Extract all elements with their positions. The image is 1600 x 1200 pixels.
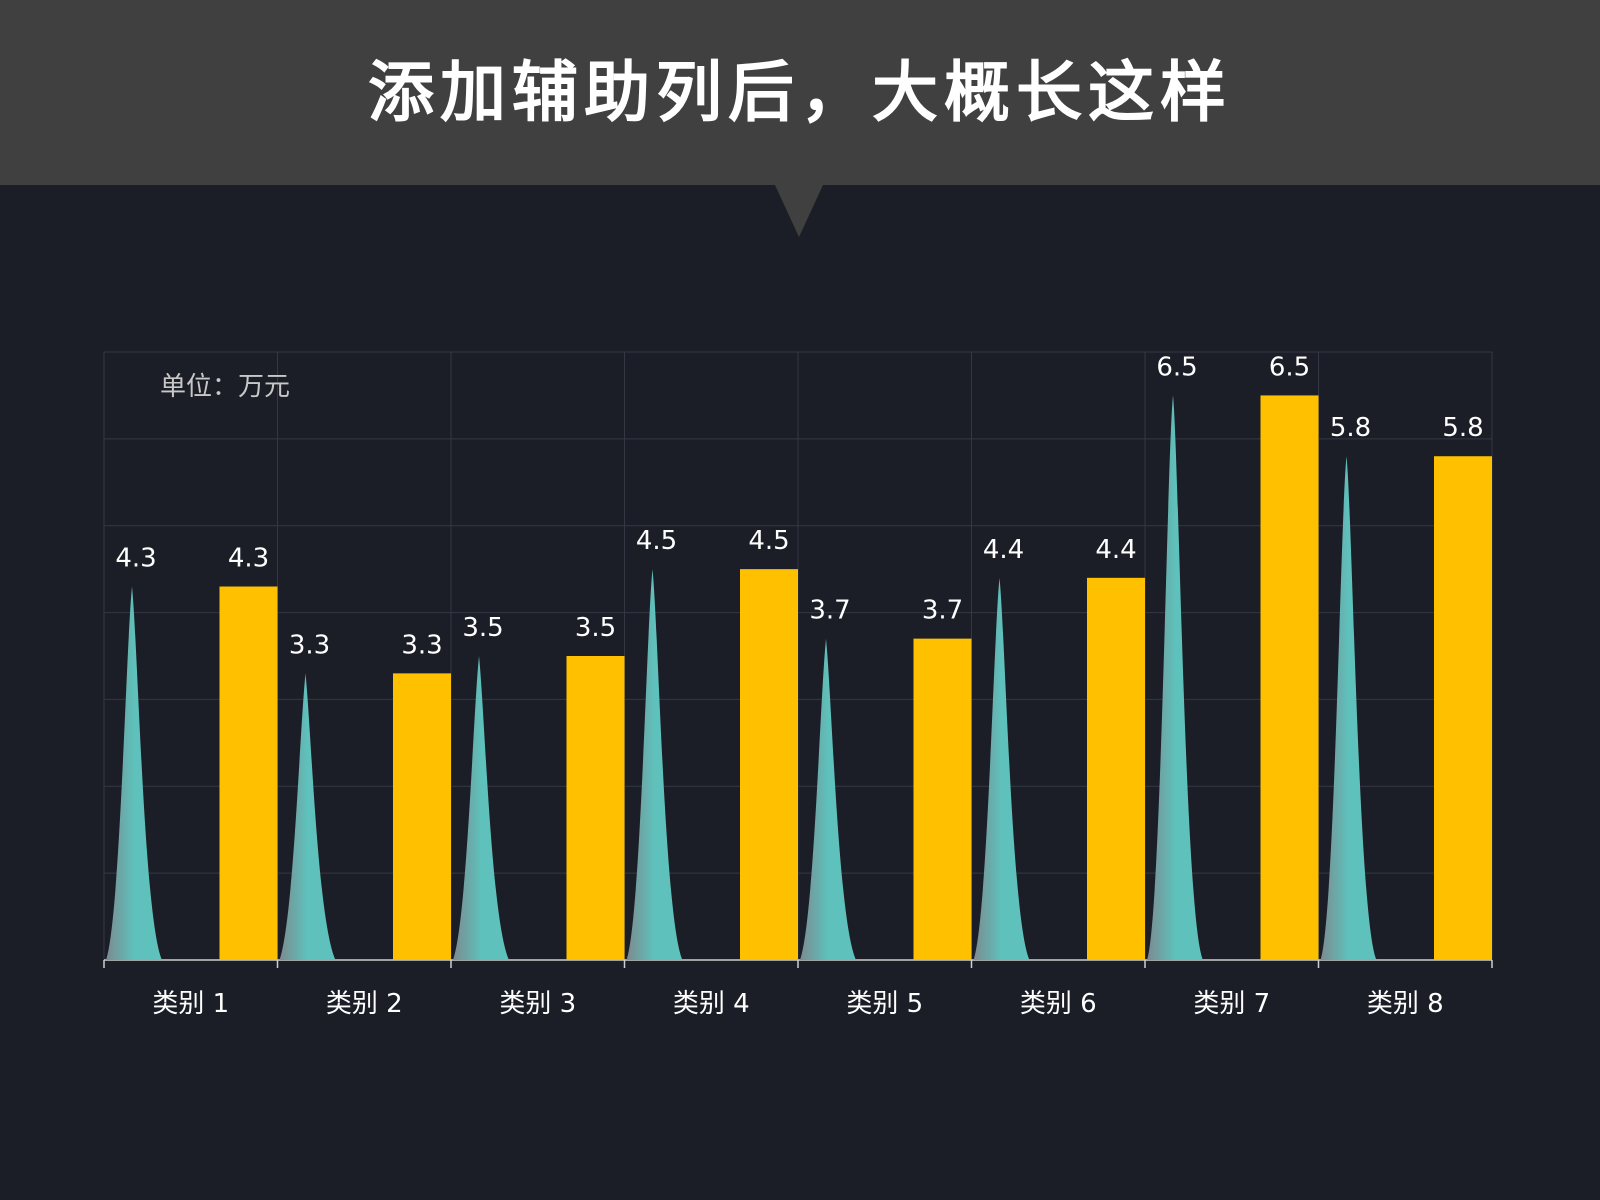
bar-data-label: 3.7 [922, 596, 963, 626]
spike-data-label: 6.5 [1156, 352, 1197, 382]
spike-data-label: 5.8 [1330, 413, 1371, 443]
spike-mark [1147, 395, 1203, 960]
bar-data-label: 6.5 [1269, 352, 1310, 382]
x-tick-label: 类别 7 [1193, 989, 1270, 1019]
spike-mark [800, 638, 856, 960]
bar-data-label: 5.8 [1442, 413, 1483, 443]
title-banner [0, 0, 1600, 185]
spike-data-label: 3.7 [809, 596, 850, 626]
bar-mark [913, 638, 972, 960]
spike-mark [106, 586, 162, 960]
bar-data-label: 4.5 [748, 526, 789, 556]
bar-mark [1087, 577, 1145, 960]
page-title: 添加辅助列后，大概长这样 [368, 54, 1232, 131]
spike-data-label: 3.3 [289, 630, 330, 660]
spike-mark [626, 569, 683, 960]
bar-mark [219, 586, 278, 960]
x-tick-label: 类别 2 [326, 989, 403, 1019]
bar-mark [566, 656, 625, 960]
bar-mark [1260, 395, 1319, 960]
bar-data-label: 3.3 [401, 630, 442, 660]
x-tick-label: 类别 1 [152, 989, 229, 1019]
x-tick-label: 类别 3 [499, 989, 576, 1019]
spike-mark [279, 673, 336, 960]
x-tick-label: 类别 4 [673, 989, 750, 1019]
title-banner-pointer [775, 185, 823, 237]
bar-mark [1434, 456, 1492, 960]
spike-data-label: 3.5 [462, 613, 503, 643]
unit-label: 单位：万元 [160, 372, 291, 402]
bar-mark [393, 673, 451, 960]
x-tick-label: 类别 5 [846, 989, 923, 1019]
spike-data-label: 4.4 [983, 535, 1024, 565]
spike-data-label: 4.5 [636, 526, 677, 556]
bar-data-label: 4.4 [1095, 535, 1136, 565]
bar-data-label: 4.3 [228, 544, 269, 574]
chart-labels: 4.3 4.3 类别 1 3.3 3.3 类别 2 3.5 3.5 类别 3 4.5 4.5 类别 4… [115, 352, 1483, 1019]
x-tick-label: 类别 8 [1367, 989, 1444, 1019]
spike-data-label: 4.3 [115, 544, 156, 574]
chart-marks [106, 395, 1492, 960]
x-tick-label: 类别 6 [1020, 989, 1097, 1019]
bar-data-label: 3.5 [575, 613, 616, 643]
spike-mark [1320, 456, 1377, 960]
spike-mark [453, 656, 509, 960]
spike-mark [973, 577, 1030, 960]
bar-mark [740, 569, 798, 960]
